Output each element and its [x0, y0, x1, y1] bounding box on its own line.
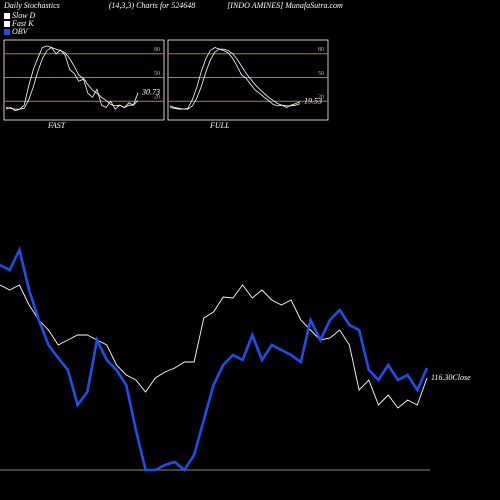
- panel-title: FULL: [209, 121, 230, 130]
- series-line: [5, 47, 139, 110]
- series-line: [169, 48, 301, 110]
- legend-label: OBV: [12, 27, 29, 36]
- end-label: 19.53: [304, 96, 322, 105]
- header-center: (14,3,3) Charts for 524648: [109, 1, 195, 10]
- y-tick-label: 80: [154, 47, 160, 53]
- legend-swatch: [4, 29, 10, 35]
- y-tick-label: 50: [154, 71, 160, 77]
- obv-line: [0, 246, 429, 472]
- panel-frame: [167, 39, 329, 121]
- series-line: [169, 47, 301, 110]
- legend-swatch: [4, 21, 10, 27]
- series-line: [5, 45, 139, 112]
- legend-label: Slow D: [12, 11, 36, 20]
- series-line: [0, 284, 428, 409]
- y-tick-label: 20: [154, 95, 160, 101]
- end-label: 30.73: [141, 88, 160, 97]
- panel-title: FAST: [47, 121, 66, 130]
- y-tick-label: 50: [318, 71, 324, 77]
- panel-frame: [3, 39, 165, 121]
- legend-label: Fast K: [11, 19, 34, 28]
- end-label: 116.30Close: [431, 373, 471, 382]
- header-right: [INDO AMINES] MunafaSutra.com: [227, 1, 343, 10]
- y-tick-label: 80: [318, 47, 324, 53]
- header-left: Daily Stochastics: [3, 1, 60, 10]
- y-tick-label: 20: [318, 95, 324, 101]
- legend-swatch: [4, 13, 10, 19]
